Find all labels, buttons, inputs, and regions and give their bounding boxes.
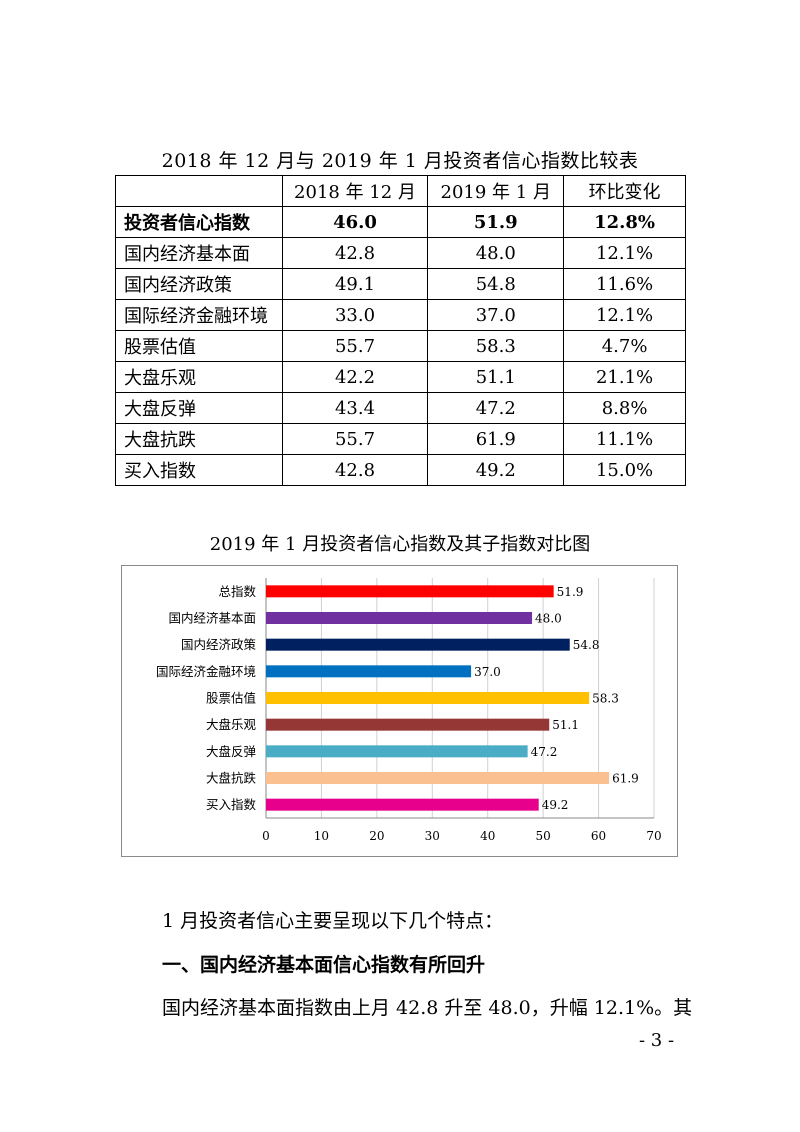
table-row: 国内经济基本面 42.8 48.0 12.1% [115, 237, 686, 269]
category-label: 大盘抗跌 [206, 771, 257, 786]
category-label: 大盘反弹 [206, 744, 256, 759]
change-cell: 11.1% [563, 423, 686, 455]
bar [266, 638, 570, 651]
x-tick-label: 60 [591, 829, 606, 843]
category-label: 股票估值 [206, 691, 256, 706]
row-label-cell: 国内经济基本面 [115, 237, 283, 269]
x-tick-label: 30 [425, 829, 440, 843]
value-label: 49.2 [542, 798, 569, 812]
value-jan2019-cell: 54.8 [427, 268, 565, 300]
section-heading: 一、国内经济基本面信心指数有所回升 [162, 954, 486, 976]
header-cell-change: 环比变化 [563, 175, 686, 207]
value-dec2018-cell: 42.8 [281, 454, 429, 486]
table-row: 国内经济政策 49.1 54.8 11.6% [115, 268, 686, 300]
row-label-cell: 国内经济政策 [115, 268, 283, 300]
change-cell: 4.7% [563, 330, 686, 362]
intro-text: 1 月投资者信心主要呈现以下几个特点： [162, 910, 504, 932]
table-header-row: 2018 年 12 月 2019 年 1 月 环比变化 [115, 175, 686, 207]
value-dec2018-cell: 42.8 [281, 237, 429, 269]
value-label: 54.8 [573, 638, 600, 652]
value-label: 61.9 [612, 772, 639, 786]
value-dec2018-cell: 46.0 [281, 206, 429, 238]
header-cell-dec2018: 2018 年 12 月 [281, 175, 429, 207]
table-row: 国际经济金融环境 33.0 37.0 12.1% [115, 299, 686, 331]
category-label: 国内经济政策 [181, 637, 257, 652]
change-cell: 12.1% [563, 299, 686, 331]
bar [266, 665, 472, 678]
table-title: 2018 年 12 月与 2019 年 1 月投资者信心指数比较表 [161, 150, 639, 172]
value-label: 51.1 [552, 718, 579, 732]
row-label-cell: 大盘反弹 [115, 392, 283, 424]
header-cell-empty [115, 175, 283, 207]
bar-chart-svg: 0 10 20 30 40 50 60 70 总指数 51.9 国内经济基本面 48.0 国内经济政策 5… [156, 578, 662, 843]
value-jan2019-cell: 61.9 [427, 423, 565, 455]
value-jan2019-cell: 51.9 [427, 206, 565, 238]
value-label: 58.3 [592, 692, 619, 706]
bar [266, 612, 533, 624]
bar-chart: 0 10 20 30 40 50 60 70 总指数 51.9 国内经济基本面 48.0 国内经济政策 5… [121, 565, 678, 857]
bar [266, 718, 550, 731]
change-cell: 15.0% [563, 454, 686, 486]
value-jan2019-cell: 47.2 [427, 392, 565, 424]
row-label-cell: 国际经济金融环境 [115, 299, 283, 331]
bar [266, 798, 539, 811]
value-dec2018-cell: 55.7 [281, 330, 429, 362]
value-jan2019-cell: 58.3 [427, 330, 565, 362]
category-label: 大盘乐观 [206, 717, 257, 732]
table-row: 投资者信心指数 46.0 51.9 12.8% [115, 206, 686, 238]
change-cell: 12.1% [563, 237, 686, 269]
value-label: 47.2 [531, 745, 558, 759]
value-jan2019-cell: 37.0 [427, 299, 565, 331]
value-dec2018-cell: 33.0 [281, 299, 429, 331]
x-tick-label: 70 [646, 829, 661, 843]
page-number: - 3 - [639, 1030, 675, 1051]
bar [266, 772, 610, 784]
row-label-cell: 买入指数 [115, 454, 283, 486]
x-tick-label: 0 [262, 829, 270, 843]
x-tick-label: 50 [536, 829, 551, 843]
category-label: 买入指数 [206, 797, 257, 812]
category-label: 国内经济基本面 [168, 611, 256, 626]
table-row: 买入指数 42.8 49.2 15.0% [115, 454, 686, 486]
comparison-table: 2018 年 12 月 2019 年 1 月 环比变化 投资者信心指数 46.0 5… [115, 175, 686, 486]
x-tick-label: 20 [369, 829, 384, 843]
value-label: 37.0 [474, 665, 501, 679]
value-dec2018-cell: 43.4 [281, 392, 429, 424]
x-tick-label: 10 [314, 829, 329, 843]
change-cell: 12.8% [563, 206, 686, 238]
value-jan2019-cell: 48.0 [427, 237, 565, 269]
chart-title: 2019 年 1 月投资者信心指数及其子指数对比图 [209, 534, 591, 555]
bar [266, 692, 590, 704]
x-tick-label: 40 [480, 829, 495, 843]
header-cell-jan2019: 2019 年 1 月 [427, 175, 565, 207]
bar [266, 585, 554, 598]
value-dec2018-cell: 49.1 [281, 268, 429, 300]
row-label-cell: 大盘乐观 [115, 361, 283, 393]
body-paragraph: 国内经济基本面指数由上月 42.8 升至 48.0，升幅 12.1%。其 [162, 997, 693, 1019]
value-dec2018-cell: 55.7 [281, 423, 429, 455]
change-cell: 11.6% [563, 268, 686, 300]
table-row: 大盘抗跌 55.7 61.9 11.1% [115, 423, 686, 455]
table-row: 大盘反弹 43.4 47.2 8.8% [115, 392, 686, 424]
category-label: 国际经济金融环境 [156, 664, 256, 679]
table-row: 股票估值 55.7 58.3 4.7% [115, 330, 686, 362]
value-dec2018-cell: 42.2 [281, 361, 429, 393]
row-label-cell: 大盘抗跌 [115, 423, 283, 455]
value-jan2019-cell: 49.2 [427, 454, 565, 486]
table-row: 大盘乐观 42.2 51.1 21.1% [115, 361, 686, 393]
change-cell: 8.8% [563, 392, 686, 424]
row-label-cell: 股票估值 [115, 330, 283, 362]
change-cell: 21.1% [563, 361, 686, 393]
value-jan2019-cell: 51.1 [427, 361, 565, 393]
category-label: 总指数 [218, 584, 256, 599]
row-label-cell: 投资者信心指数 [115, 206, 283, 238]
value-label: 48.0 [535, 612, 562, 626]
bar [266, 745, 528, 758]
value-label: 51.9 [557, 585, 584, 599]
